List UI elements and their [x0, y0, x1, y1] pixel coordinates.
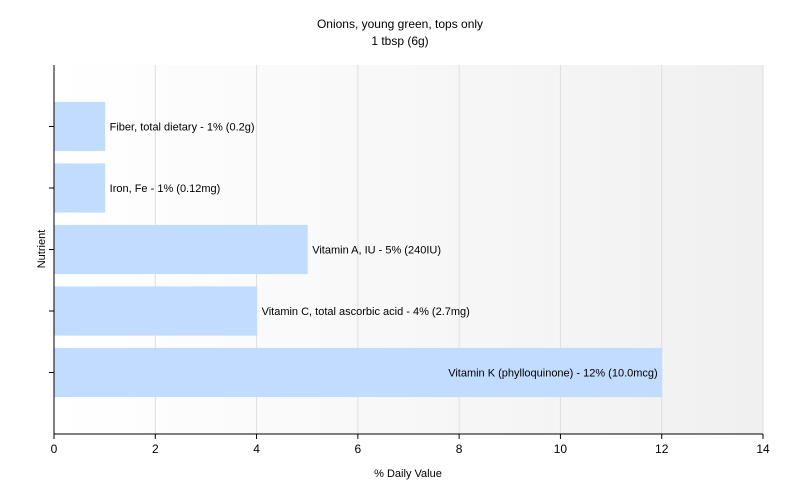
x-tick-label: 14: [756, 442, 770, 456]
chart-subtitle: 1 tbsp (6g): [371, 34, 428, 48]
bar-labels: Fiber, total dietary - 1% (0.2g) Iron, Fe…: [110, 122, 658, 380]
axes: 0 2 4 6 8 10 12 14: [49, 65, 770, 456]
bar-data-label: Vitamin K (phylloquinone) - 12% (10.0mcg…: [448, 368, 658, 380]
x-tick-label: 0: [51, 442, 58, 456]
bar-data-label: Vitamin A, IU - 5% (240IU): [312, 245, 441, 257]
x-tick-label: 8: [456, 442, 463, 456]
bar-data-label: Vitamin C, total ascorbic acid - 4% (2.7…: [262, 306, 470, 318]
bar-data-label: Fiber, total dietary - 1% (0.2g): [110, 122, 255, 134]
bar: [54, 224, 308, 275]
y-axis-label: Nutrient: [36, 230, 48, 269]
bar-data-label: Iron, Fe - 1% (0.12mg): [110, 183, 221, 195]
bar: [54, 286, 258, 336]
chart-title: Onions, young green, tops only: [317, 17, 483, 31]
bar: [54, 347, 663, 398]
x-tick-label: 10: [554, 442, 568, 456]
x-tick-label: 6: [355, 442, 362, 456]
x-tick-label: 2: [152, 442, 159, 456]
bars: [54, 101, 663, 398]
x-tick-label: 12: [655, 442, 669, 456]
bar: [54, 101, 106, 152]
x-tick-label: 4: [253, 442, 260, 456]
bar: [54, 163, 106, 213]
x-axis-label: % Daily Value: [374, 468, 442, 480]
